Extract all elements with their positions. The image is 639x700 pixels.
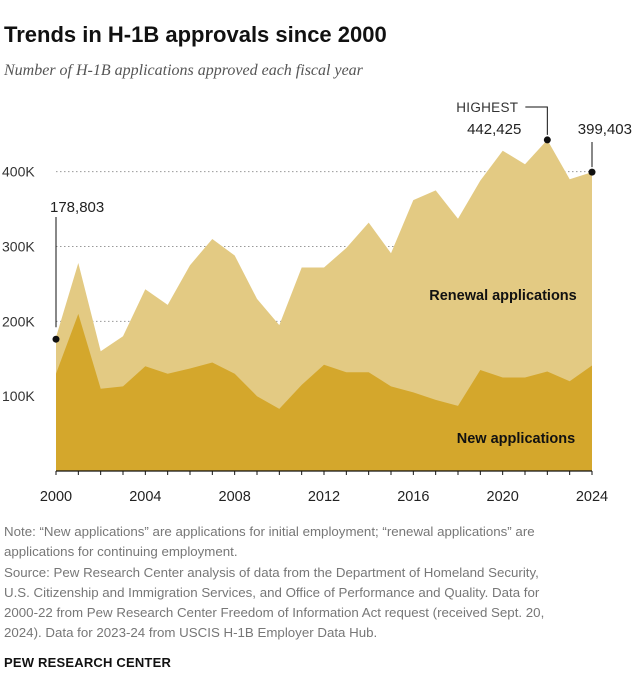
annotation-leader-2022: [525, 106, 548, 135]
x-tick-label: 2012: [308, 489, 340, 505]
area-chart: 100K 200K 300K 400K 2000 2004 2008 2012 2016 2020…: [2, 100, 632, 505]
x-tick-label: 2008: [219, 489, 251, 505]
data-point-2024: [588, 168, 596, 176]
x-tick-label: 2000: [40, 489, 72, 505]
note-line: 2024). Data for 2023-24 from USCIS H-1B …: [4, 625, 378, 641]
y-tick-label: 400K: [2, 164, 35, 180]
y-tick-label: 100K: [2, 388, 35, 404]
note-line: 2000-22 from Pew Research Center Freedom…: [4, 605, 545, 621]
series-label-renewal: Renewal applications: [429, 288, 576, 304]
data-point-2022: [543, 136, 551, 144]
note-line: applications for continuing employment.: [4, 544, 238, 560]
annotation-highest-label: HIGHEST: [456, 100, 518, 115]
x-tick-label: 2020: [487, 489, 519, 505]
y-tick-label: 200K: [2, 313, 35, 329]
x-tick-label: 2004: [129, 489, 161, 505]
data-point-2000: [52, 335, 60, 343]
note-line: Source: Pew Research Center analysis of …: [4, 564, 539, 580]
note-line: U.S. Citizenship and Immigration Service…: [4, 584, 540, 600]
brand-logo-text: PEW RESEARCH CENTER: [4, 655, 172, 670]
chart-note: Note: “New applications” are application…: [4, 522, 634, 644]
x-tick-label: 2016: [397, 489, 429, 505]
annotation-2022-value: 442,425: [467, 121, 521, 138]
annotation-2024-value: 399,403: [578, 121, 632, 138]
chart-title: Trends in H-1B approvals since 2000: [4, 22, 387, 47]
chart-subtitle: Number of H-1B applications approved eac…: [4, 62, 363, 79]
annotation-2000-value: 178,803: [50, 199, 104, 216]
new-applications-area: [56, 313, 592, 471]
x-tick-label: 2024: [576, 489, 608, 505]
series-label-new: New applications: [457, 431, 575, 447]
y-tick-label: 300K: [2, 239, 35, 255]
note-line: Note: “New applications” are application…: [4, 524, 535, 539]
